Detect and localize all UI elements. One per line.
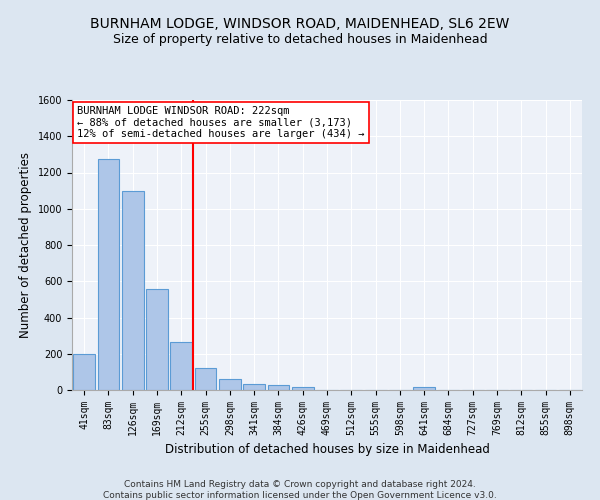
Text: Contains public sector information licensed under the Open Government Licence v3: Contains public sector information licen… [103,491,497,500]
Bar [97,159,119,390]
Text: Size of property relative to detached houses in Maidenhead: Size of property relative to detached ho… [113,32,487,46]
Bar [413,387,435,390]
Bar [146,290,168,390]
Text: BURNHAM LODGE, WINDSOR ROAD, MAIDENHEAD, SL6 2EW: BURNHAM LODGE, WINDSOR ROAD, MAIDENHEAD,… [91,18,509,32]
Bar [292,387,314,390]
Y-axis label: Number of detached properties: Number of detached properties [19,152,32,338]
Bar [194,368,217,390]
Bar [122,190,143,390]
Text: Distribution of detached houses by size in Maidenhead: Distribution of detached houses by size … [164,442,490,456]
Bar [73,354,95,390]
Text: BURNHAM LODGE WINDSOR ROAD: 222sqm
← 88% of detached houses are smaller (3,173)
: BURNHAM LODGE WINDSOR ROAD: 222sqm ← 88%… [77,106,365,139]
Bar [268,386,289,390]
Bar [170,342,192,390]
Bar [219,379,241,390]
Text: Contains HM Land Registry data © Crown copyright and database right 2024.: Contains HM Land Registry data © Crown c… [124,480,476,489]
Bar [243,384,265,390]
